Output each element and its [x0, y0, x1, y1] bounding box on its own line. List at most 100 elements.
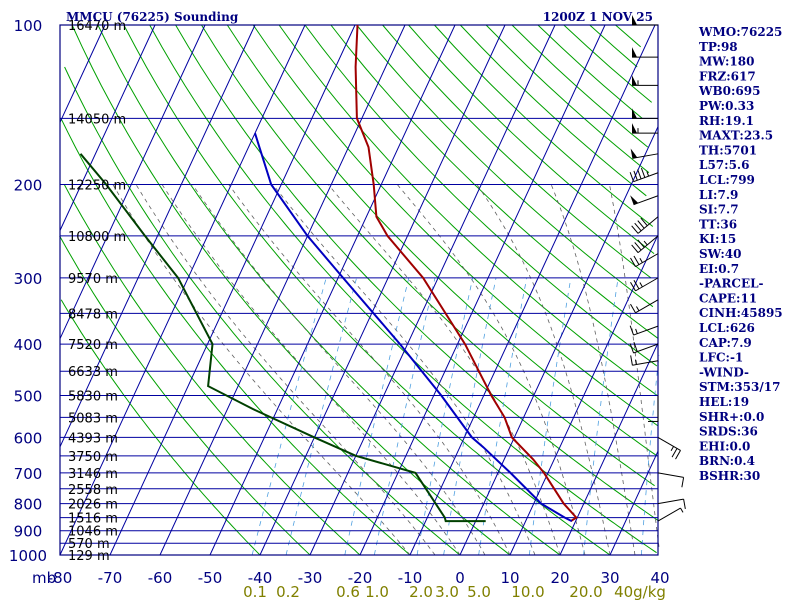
temperature-tick-label: 20: [550, 569, 569, 587]
isobars: [59, 24, 659, 556]
height-tick-label: 4393 m: [68, 431, 118, 446]
height-tick-label: 3146 m: [68, 467, 118, 482]
dry-adiabat: [201, 24, 655, 487]
temperature-tick-label: 40: [650, 569, 669, 587]
barb-full: [630, 355, 633, 366]
height-tick-label: 2026 m: [68, 498, 118, 513]
dry-adiabat: [175, 24, 659, 521]
barb-flag: [632, 75, 637, 86]
wind-barb: [657, 436, 681, 460]
barb-full: [634, 242, 642, 251]
pressure-tick-label: 100: [14, 17, 43, 35]
index-entry: PW:0.33: [699, 99, 754, 113]
barb-full: [633, 342, 638, 352]
isotherm: [259, 24, 506, 556]
dry-adiabat: [511, 24, 649, 148]
index-entry: TH:5701: [699, 143, 757, 157]
height-tick-label: 9570 m: [68, 272, 118, 287]
index-entry: WB0:695: [698, 84, 760, 98]
barb-staff: [657, 498, 684, 505]
index-entry: RH:19.1: [699, 114, 754, 128]
barb-full: [640, 167, 646, 178]
dry-adiabat: [330, 24, 659, 339]
pressure-tick-label: 500: [14, 387, 43, 405]
moist-adiabat: [396, 184, 586, 556]
barb-staff: [657, 472, 684, 478]
sounding-traces: [79, 24, 578, 523]
dry-adiabat: [252, 24, 658, 427]
isotherm: [109, 24, 356, 556]
dry-adiabat: [537, 24, 643, 119]
mixing-ratio-tick-label: 2.0: [409, 583, 433, 600]
barb-full: [683, 499, 686, 510]
dry-adiabat: [304, 24, 658, 367]
dry-adiabat: [226, 24, 658, 457]
height-tick-label: 1046 m: [68, 525, 118, 540]
temperature-tick-label: -10: [398, 569, 423, 587]
isotherm: [359, 24, 606, 556]
temperature-trace: [354, 24, 578, 522]
pressure-tick-label: 300: [14, 270, 43, 288]
barb-full: [681, 477, 685, 488]
index-entry: HEL:19: [699, 395, 749, 409]
height-tick-label: 1516 m: [68, 512, 118, 527]
barb-full: [631, 225, 639, 234]
moist-adiabat: [112, 184, 411, 556]
index-entry: -PARCEL-: [699, 277, 764, 291]
barb-full: [640, 217, 648, 227]
pressure-tick-label: 700: [14, 465, 43, 483]
index-entry: WMO:76225: [698, 25, 782, 39]
isotherm: [409, 24, 656, 556]
index-entry: EHI:0.0: [699, 439, 750, 453]
mixing-ratio-tick-label: 10.0: [511, 583, 544, 600]
height-tick-label: 14050 m: [68, 112, 126, 127]
mixing-ratio-tick-label: 20.0: [569, 583, 602, 600]
wind-barb: [632, 15, 658, 26]
mixing-ratio-line: [374, 277, 436, 556]
barb-full: [633, 170, 638, 181]
dry-adiabat: [589, 24, 638, 68]
index-entry: BSHR:30: [699, 469, 760, 483]
barb-full: [633, 255, 640, 265]
temperature-tick-label: -80: [48, 569, 73, 587]
dry-adiabat: [615, 24, 642, 48]
dry-adiabat: [64, 66, 461, 556]
temperature-tick-label: -60: [148, 569, 173, 587]
height-tick-label: 2558 m: [68, 483, 118, 498]
dry-adiabat: [97, 24, 561, 556]
mixing-ratio-line: [583, 277, 619, 556]
barb-flag: [632, 108, 637, 119]
mixing-ratio-tick-label: 40g/kg: [614, 583, 666, 600]
wind-barbs: [629, 15, 686, 522]
temperature-tick-label: -70: [98, 569, 123, 587]
pressure-tick-label: 800: [14, 496, 43, 514]
moist-adiabat: [161, 184, 461, 556]
barb-half: [670, 446, 675, 452]
temperature-tick-label: 30: [600, 569, 619, 587]
pressure-unit-label: mb: [32, 569, 56, 587]
height-tick-label: 10800 m: [68, 230, 126, 245]
dry-adiabat: [382, 24, 652, 279]
height-tick-label: 16470 m: [68, 19, 126, 34]
index-entry: CAP:7.9: [699, 336, 752, 350]
plot-frame: [59, 24, 659, 556]
isotherm: [59, 24, 106, 123]
wind-barb: [632, 108, 658, 119]
index-entry: L57:5.6: [699, 158, 749, 172]
pressure-tick-label: 200: [14, 177, 43, 195]
barb-flag: [630, 195, 639, 205]
index-entry: SRDS:36: [699, 425, 758, 439]
moist-adiabat: [327, 184, 561, 556]
mixing-ratio-line: [344, 277, 410, 556]
pressure-tick-label: 400: [14, 336, 43, 354]
index-entry: SI:7.7: [699, 203, 739, 217]
barb-full: [637, 220, 645, 229]
isotherm: [59, 24, 156, 231]
wind-barb: [630, 253, 659, 268]
barb-staff: [632, 360, 659, 366]
index-entry: -WIND-: [699, 365, 749, 379]
isotherm: [309, 24, 556, 556]
wind-barb: [631, 216, 659, 234]
